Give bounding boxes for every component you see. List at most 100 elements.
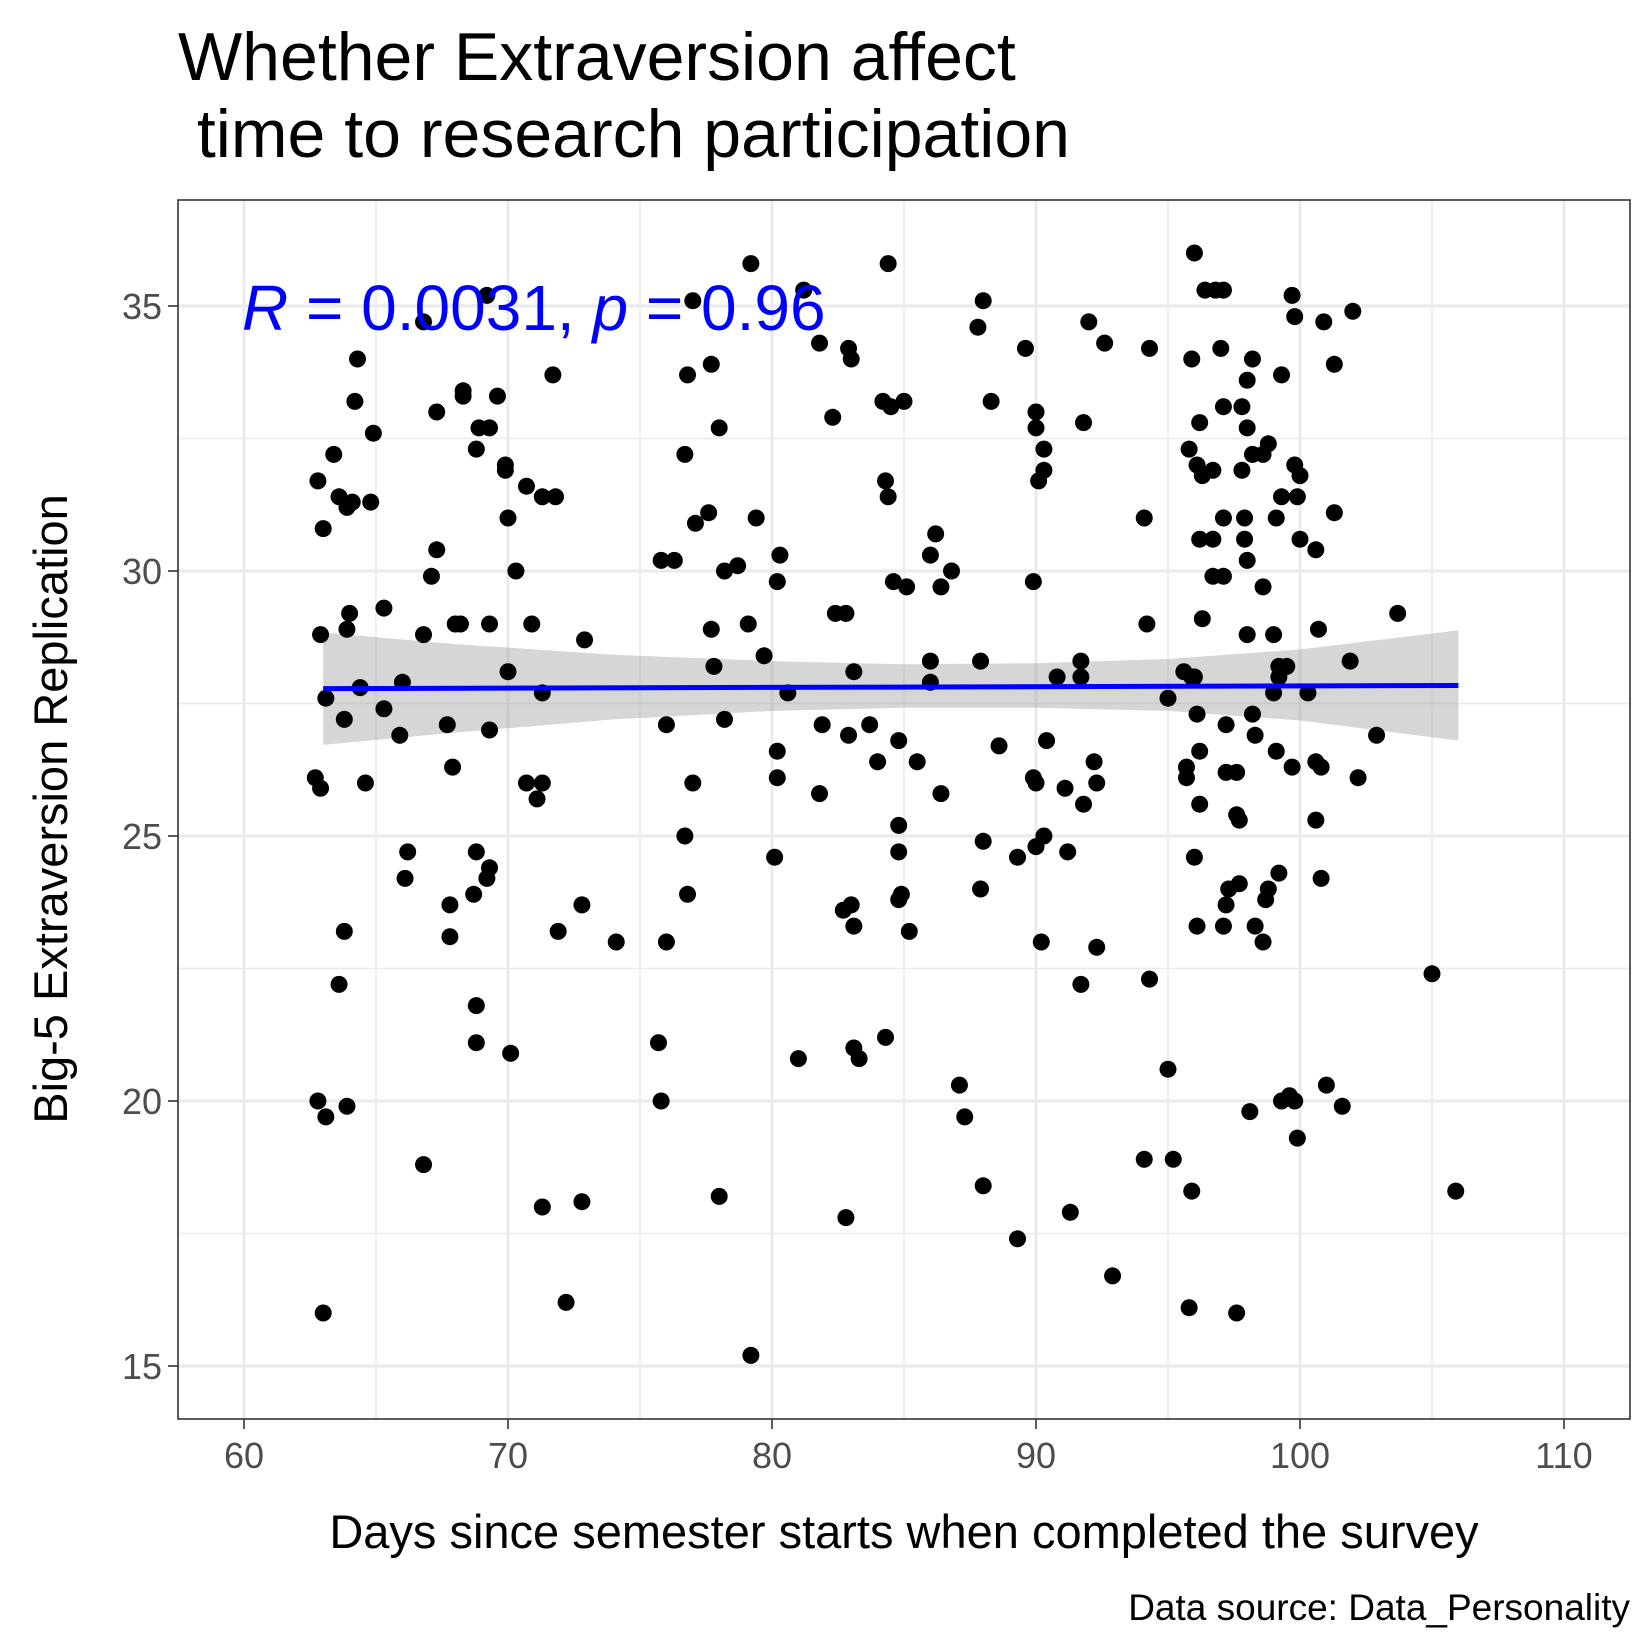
x-tick-label: 60	[224, 1435, 264, 1476]
data-point	[428, 403, 446, 421]
p-value: = 0.96	[628, 272, 826, 344]
data-point	[982, 392, 1000, 410]
data-point	[1024, 573, 1042, 591]
data-point	[1299, 684, 1317, 702]
data-point	[1278, 657, 1296, 675]
data-point	[1180, 440, 1198, 458]
data-point	[309, 1092, 327, 1110]
data-point	[309, 472, 327, 490]
data-point	[890, 843, 908, 861]
data-point	[1072, 652, 1090, 670]
data-point	[356, 774, 374, 792]
regression-line	[323, 682, 1459, 692]
data-point	[1286, 1092, 1304, 1110]
data-point	[1191, 795, 1209, 813]
data-point	[932, 785, 950, 803]
data-point	[1236, 509, 1254, 527]
data-point	[1214, 567, 1232, 585]
data-point	[1180, 1299, 1198, 1317]
data-point	[676, 445, 694, 463]
data-point	[1141, 970, 1159, 988]
data-point	[1085, 753, 1103, 771]
data-point	[441, 928, 459, 946]
data-point	[1135, 509, 1153, 527]
data-point	[1228, 763, 1246, 781]
data-point	[729, 557, 747, 575]
data-point	[1080, 313, 1098, 331]
data-point	[652, 551, 670, 569]
data-point	[576, 631, 594, 649]
data-point	[850, 1050, 868, 1068]
y-tick-label: 35	[122, 286, 162, 327]
data-point	[1096, 334, 1114, 352]
data-point	[1283, 286, 1301, 304]
x-tick-label: 110	[1535, 1435, 1592, 1476]
data-point	[312, 626, 330, 644]
r-value: = 0.0031,	[288, 272, 592, 344]
data-point	[1035, 440, 1053, 458]
data-point	[657, 716, 675, 734]
data-point	[700, 504, 718, 522]
data-point	[467, 440, 485, 458]
data-point	[1307, 811, 1325, 829]
data-point	[478, 286, 496, 304]
data-point	[1286, 308, 1304, 326]
data-point	[972, 880, 990, 898]
data-point	[481, 721, 499, 739]
data-point	[710, 419, 728, 437]
data-point	[1325, 355, 1343, 373]
data-point	[824, 408, 842, 426]
data-point	[573, 896, 591, 914]
data-point	[317, 1108, 335, 1126]
data-point	[1027, 419, 1045, 437]
major-gridlines	[178, 200, 1630, 1419]
data-point	[335, 922, 353, 940]
data-point	[679, 366, 697, 384]
data-point	[607, 933, 625, 951]
data-point	[1241, 1103, 1259, 1121]
data-point	[549, 922, 567, 940]
data-point	[346, 392, 364, 410]
data-point	[1072, 975, 1090, 993]
p-symbol: p	[590, 272, 628, 344]
data-point	[438, 716, 456, 734]
chart-title-line-1: Whether Extraversion affect	[178, 19, 1016, 95]
data-point	[1048, 668, 1066, 686]
data-point	[742, 1346, 760, 1364]
data-point	[1191, 742, 1209, 760]
data-point	[768, 769, 786, 787]
data-point	[990, 737, 1008, 755]
data-point	[1193, 610, 1211, 628]
regression-line-layer	[323, 682, 1459, 692]
data-point	[1061, 1203, 1079, 1221]
data-point	[1243, 705, 1261, 723]
data-point	[715, 710, 733, 728]
data-point	[499, 663, 517, 681]
data-point	[314, 1304, 332, 1322]
data-point	[1265, 684, 1283, 702]
data-point	[956, 1108, 974, 1126]
data-point	[1138, 615, 1156, 633]
data-point	[1270, 864, 1288, 882]
data-point	[1104, 1267, 1122, 1285]
chart-title-line-2: time to research participation	[178, 96, 1070, 172]
data-point	[1333, 1097, 1351, 1115]
data-point	[422, 567, 440, 585]
data-point	[927, 525, 945, 543]
data-point	[684, 774, 702, 792]
data-point	[1267, 509, 1285, 527]
data-point	[1233, 461, 1251, 479]
data-point	[657, 933, 675, 951]
data-point	[1317, 1076, 1335, 1094]
data-point	[1273, 366, 1291, 384]
data-point	[1230, 811, 1248, 829]
data-point	[557, 1293, 575, 1311]
data-point	[932, 578, 950, 596]
y-tick-label: 15	[122, 1346, 162, 1387]
data-point	[1230, 875, 1248, 893]
data-point	[742, 255, 760, 273]
data-point	[330, 975, 348, 993]
data-point	[1159, 689, 1177, 707]
data-point	[481, 615, 499, 633]
data-point	[499, 509, 517, 527]
